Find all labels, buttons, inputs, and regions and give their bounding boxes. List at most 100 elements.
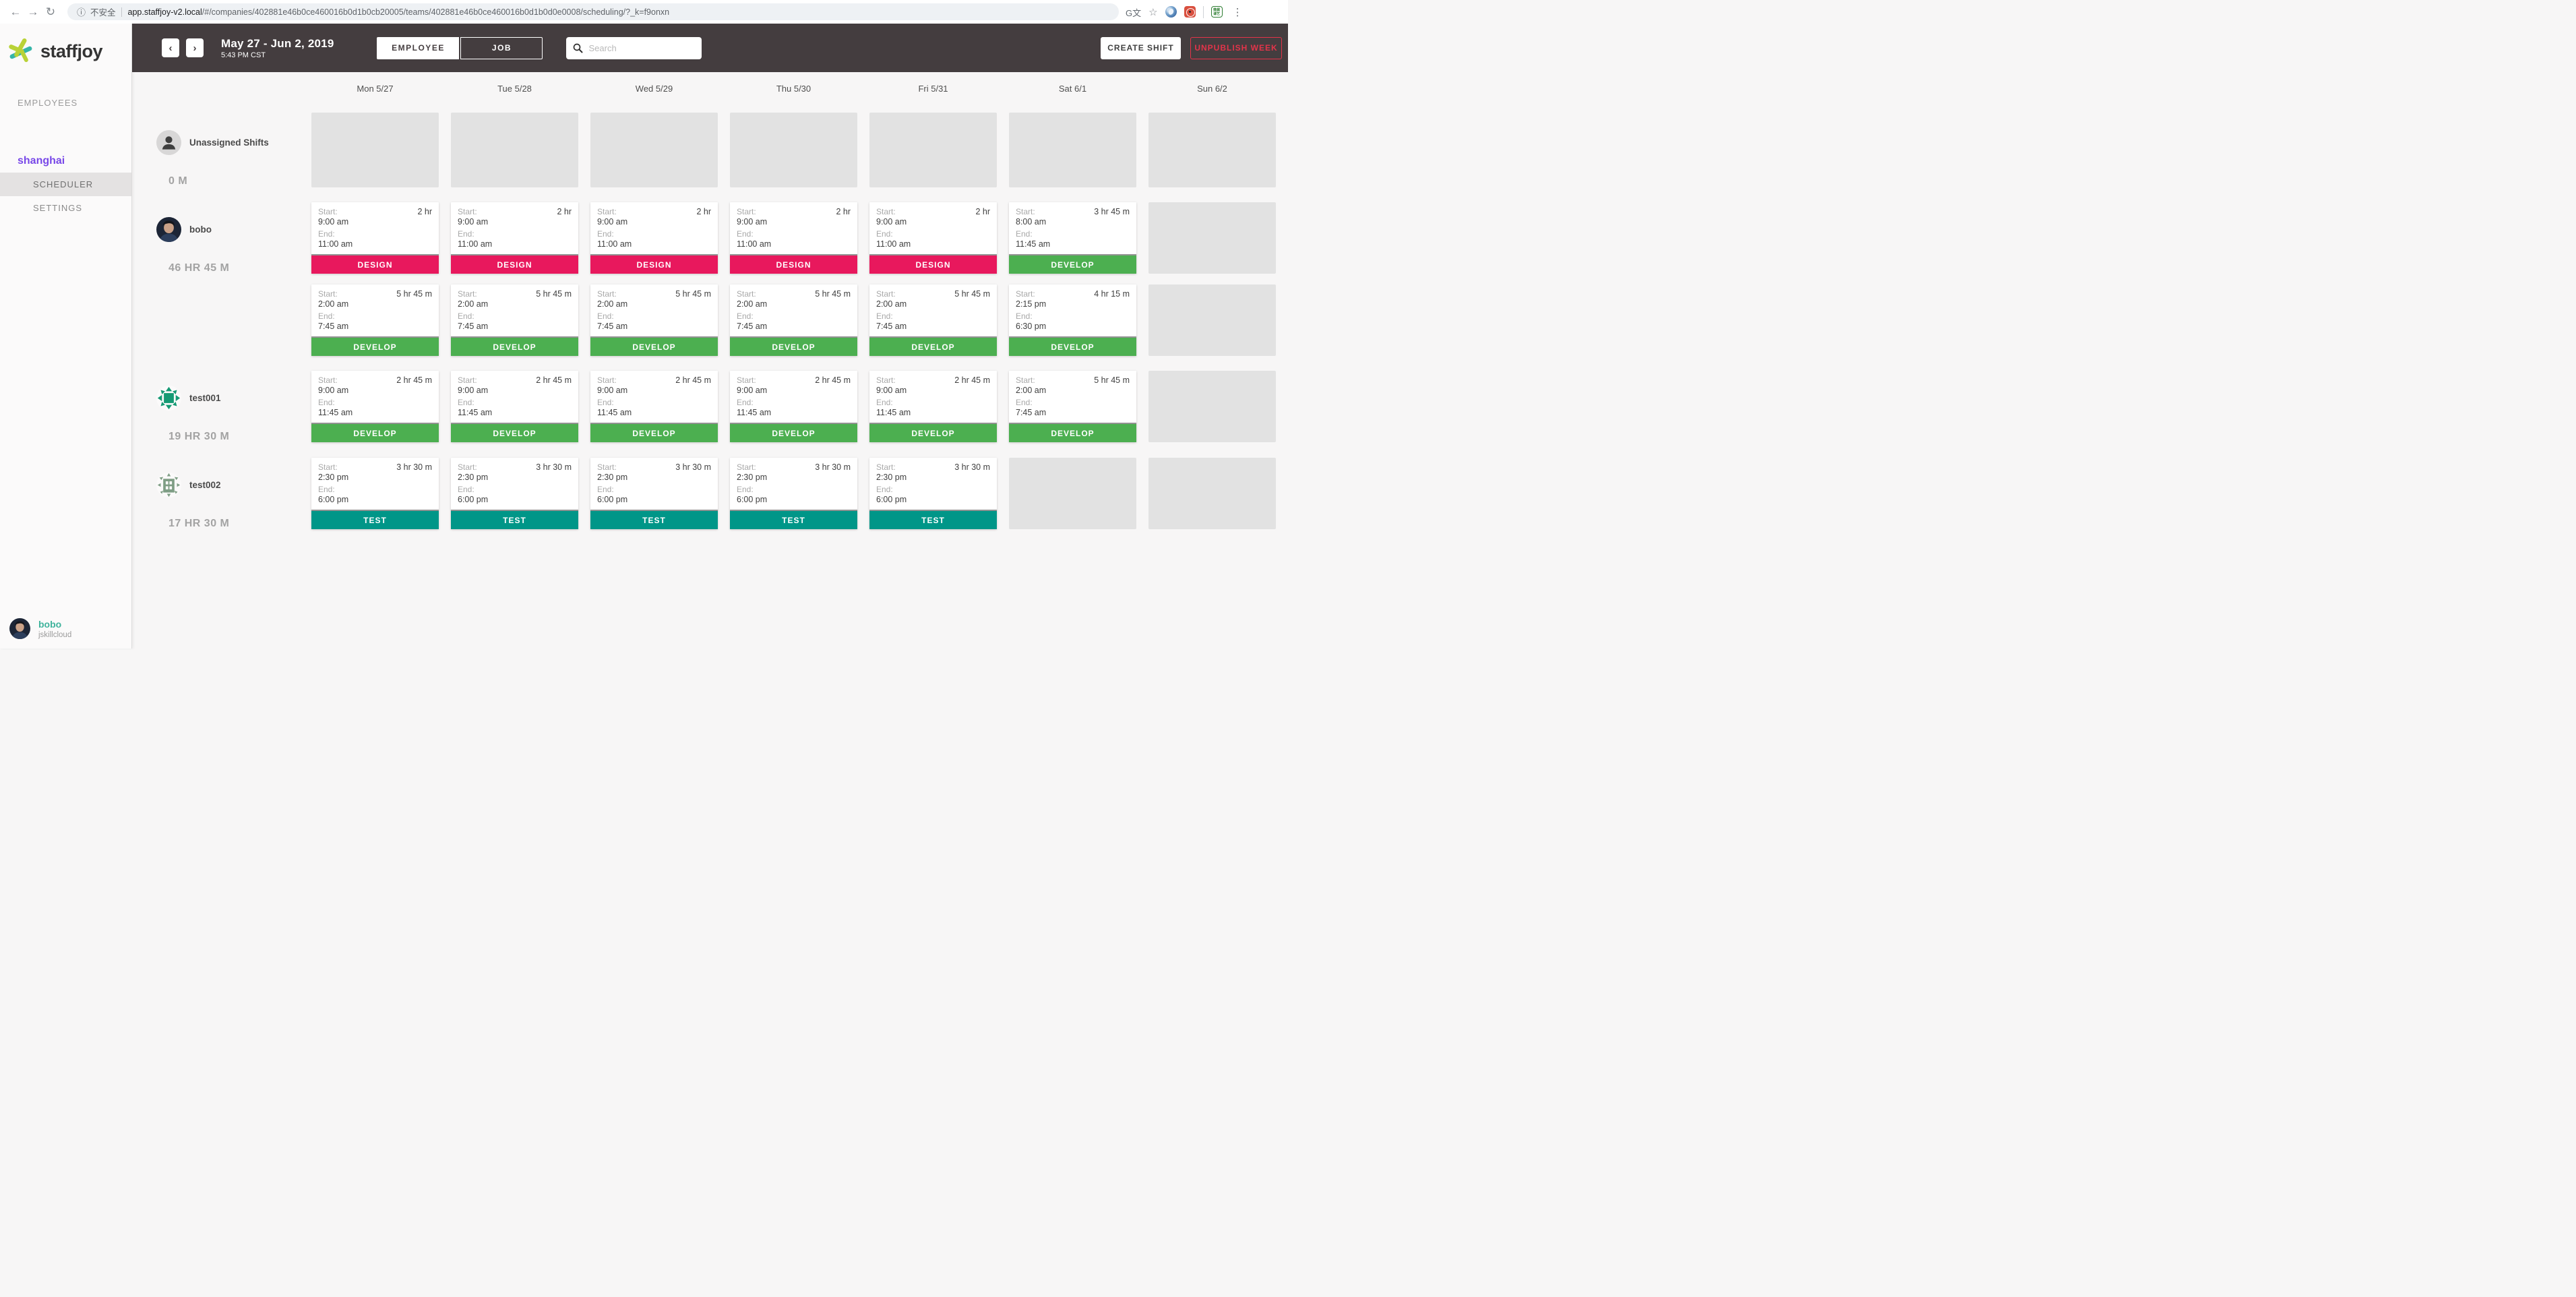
shift-job-label[interactable]: TEST	[869, 510, 997, 529]
search-input[interactable]	[588, 42, 690, 53]
browser-menu-icon[interactable]: ⋮	[1232, 6, 1243, 18]
shift-card[interactable]: Start: 2 hr 45 m 9:00 am End: 11:45 am DEVELO…	[869, 371, 997, 442]
security-label[interactable]: 不安全	[90, 8, 116, 18]
staffjoy-logo[interactable]: staffjoy	[0, 24, 131, 65]
shift-card[interactable]: Start: 3 hr 30 m 2:30 pm End: 6:00 pm TEST	[869, 458, 997, 529]
shift-duration: 5 hr 45 m	[1094, 375, 1130, 385]
shift-job-label[interactable]: TEST	[730, 510, 857, 529]
sidebar-item-settings[interactable]: SETTINGS	[33, 203, 83, 213]
shift-job-label[interactable]: DEVELOP	[730, 336, 857, 356]
sidebar-team-shanghai[interactable]: shanghai	[18, 155, 65, 167]
shift-job-label[interactable]: DEVELOP	[451, 336, 578, 356]
shift-start-label: Start:	[318, 289, 338, 299]
shift-card[interactable]: Start: 2 hr 45 m 9:00 am End: 11:45 am DEVELO…	[730, 371, 857, 442]
tab-job[interactable]: JOB	[460, 36, 543, 59]
shift-job-label[interactable]: DEVELOP	[451, 423, 578, 442]
shift-job-label[interactable]: TEST	[311, 510, 439, 529]
red-atom-extension-icon[interactable]	[1184, 6, 1196, 18]
shift-card[interactable]: Start: 3 hr 45 m 8:00 am End: 11:45 am DEVELO…	[1009, 202, 1136, 274]
shift-job-label[interactable]: DEVELOP	[1009, 254, 1136, 274]
shift-duration: 2 hr 45 m	[815, 375, 851, 385]
page-info-icon[interactable]: ⓘ	[77, 7, 86, 18]
blue-circle-extension-icon[interactable]	[1165, 6, 1177, 18]
browser-forward-icon[interactable]: →	[27, 5, 39, 18]
shift-start-label: Start:	[458, 375, 477, 385]
address-bar[interactable]: ⓘ 不安全 app.staffjoy-v2.local/#/companies/…	[67, 3, 1119, 20]
shift-duration: 2 hr	[557, 207, 572, 216]
shift-job-label[interactable]: DESIGN	[730, 254, 857, 274]
current-user[interactable]: bobo jskillcloud	[9, 618, 71, 639]
shift-job-label[interactable]: DEVELOP	[311, 336, 439, 356]
shift-end-label: End:	[458, 485, 474, 494]
previous-week-button[interactable]: ‹	[162, 38, 179, 57]
shift-duration: 5 hr 45 m	[954, 289, 990, 299]
shift-job-label[interactable]: DESIGN	[590, 254, 718, 274]
sidebar: staffjoy EMPLOYEES shanghai SCHEDULER SE…	[0, 24, 132, 648]
shift-card[interactable]: Start: 5 hr 45 m 2:00 am End: 7:45 am DEVELOP	[451, 284, 578, 356]
shift-job-label[interactable]: DESIGN	[869, 254, 997, 274]
shift-job-label[interactable]: DEVELOP	[1009, 336, 1136, 356]
shift-card[interactable]: Start: 5 hr 45 m 2:00 am End: 7:45 am DEVELOP	[869, 284, 997, 356]
green-chinese-extension-icon[interactable]: 微掘 课艺	[1210, 6, 1223, 18]
shift-end-label: End:	[458, 311, 474, 321]
shift-job-label[interactable]: DEVELOP	[1009, 423, 1136, 442]
shift-card[interactable]: Start: 3 hr 30 m 2:30 pm End: 6:00 pm TEST	[311, 458, 439, 529]
shift-card[interactable]: Start: 5 hr 45 m 2:00 am End: 7:45 am DEVELOP	[1009, 371, 1136, 442]
bookmark-star-icon[interactable]: ☆	[1148, 7, 1158, 18]
unassigned-person-icon	[156, 130, 181, 155]
shift-card[interactable]: Start: 2 hr 9:00 am End: 11:00 am DESIGN	[730, 202, 857, 274]
shift-card[interactable]: Start: 2 hr 9:00 am End: 11:00 am DESIGN	[869, 202, 997, 274]
browser-back-icon[interactable]: ←	[9, 5, 22, 18]
day-label: Mon 5/27	[357, 83, 394, 94]
shift-end-time: 7:45 am	[876, 322, 907, 331]
shift-card[interactable]: Start: 5 hr 45 m 2:00 am End: 7:45 am DEVELOP	[730, 284, 857, 356]
user-company: jskillcloud	[38, 630, 72, 639]
extension-separator	[1202, 5, 1204, 18]
browser-toolbar: ← → ↻ ⓘ 不安全 app.staffjoy-v2.local/#/comp…	[0, 0, 1288, 24]
shift-card[interactable]: Start: 3 hr 30 m 2:30 pm End: 6:00 pm TEST	[730, 458, 857, 529]
shift-job-label[interactable]: DEVELOP	[590, 423, 718, 442]
shift-start-time: 9:00 am	[597, 217, 628, 227]
scheduler-header: ‹ › May 27 - Jun 2, 2019 5:43 PM CST EMP…	[132, 24, 1288, 72]
week-range-label: May 27 - Jun 2, 2019	[221, 36, 334, 50]
user-avatar	[9, 618, 30, 639]
search-box[interactable]	[566, 36, 702, 59]
shift-job-label[interactable]: DEVELOP	[869, 423, 997, 442]
user-name: bobo	[38, 618, 62, 630]
shift-end-label: End:	[597, 485, 614, 494]
roster-cell: Unassigned Shifts 0 M	[132, 113, 311, 187]
next-week-button[interactable]: ›	[186, 38, 204, 57]
shift-card[interactable]: Start: 2 hr 45 m 9:00 am End: 11:45 am DEVELO…	[451, 371, 578, 442]
sidebar-item-scheduler[interactable]: SCHEDULER	[0, 173, 131, 196]
shift-card[interactable]: Start: 2 hr 9:00 am End: 11:00 am DESIGN	[451, 202, 578, 274]
shift-job-label[interactable]: DEVELOP	[869, 336, 997, 356]
shift-card[interactable]: Start: 3 hr 30 m 2:30 pm End: 6:00 pm TEST	[590, 458, 718, 529]
shift-card[interactable]: Start: 3 hr 30 m 2:30 pm End: 6:00 pm TEST	[451, 458, 578, 529]
shift-card[interactable]: Start: 4 hr 15 m 2:15 pm End: 6:30 pm DEVELOP	[1009, 284, 1136, 356]
tab-employee[interactable]: EMPLOYEE	[377, 36, 460, 59]
shift-job-label[interactable]: DESIGN	[311, 254, 439, 274]
shift-card[interactable]: Start: 2 hr 9:00 am End: 11:00 am DESIGN	[590, 202, 718, 274]
shift-end-time: 11:45 am	[1016, 239, 1051, 249]
shift-card[interactable]: Start: 2 hr 9:00 am End: 11:00 am DESIGN	[311, 202, 439, 274]
shift-card[interactable]: Start: 5 hr 45 m 2:00 am End: 7:45 am DEVELOP	[311, 284, 439, 356]
shift-job-label[interactable]: TEST	[451, 510, 578, 529]
shift-card[interactable]: Start: 5 hr 45 m 2:00 am End: 7:45 am DEVELOP	[590, 284, 718, 356]
shift-job-label[interactable]: DESIGN	[451, 254, 578, 274]
create-shift-button[interactable]: CREATE SHIFT	[1101, 36, 1181, 59]
search-icon	[574, 43, 583, 53]
sidebar-item-employees[interactable]: EMPLOYEES	[18, 98, 78, 108]
shift-job-label[interactable]: TEST	[590, 510, 718, 529]
shift-end-time: 6:00 pm	[318, 495, 349, 504]
shift-start-label: Start:	[597, 375, 617, 385]
shift-job-label[interactable]: DEVELOP	[311, 423, 439, 442]
day-label: Sat 6/1	[1058, 83, 1087, 94]
shift-start-label: Start:	[876, 207, 896, 216]
shift-job-label[interactable]: DEVELOP	[730, 423, 857, 442]
shift-job-label[interactable]: DEVELOP	[590, 336, 718, 356]
browser-reload-icon[interactable]: ↻	[45, 5, 56, 18]
shift-card[interactable]: Start: 2 hr 45 m 9:00 am End: 11:45 am DEVELO…	[311, 371, 439, 442]
translate-icon[interactable]: G文	[1126, 8, 1142, 18]
unpublish-week-button[interactable]: UNPUBLISH WEEK	[1190, 36, 1282, 59]
shift-card[interactable]: Start: 2 hr 45 m 9:00 am End: 11:45 am DEVELO…	[590, 371, 718, 442]
